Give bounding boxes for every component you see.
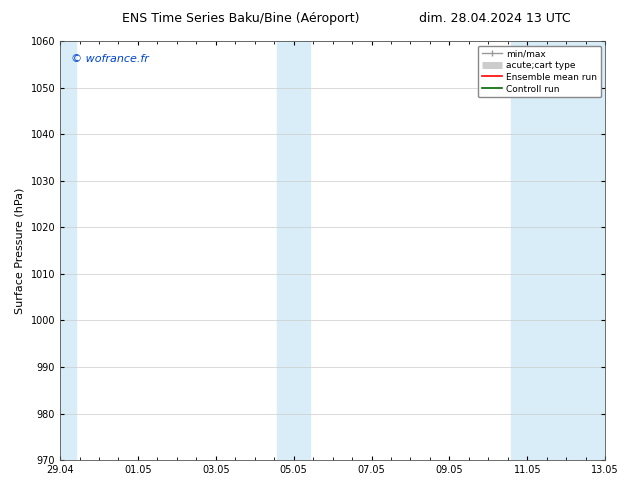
- Text: ENS Time Series Baku/Bine (Aéroport): ENS Time Series Baku/Bine (Aéroport): [122, 12, 359, 25]
- Text: © wofrance.fr: © wofrance.fr: [71, 53, 149, 64]
- Bar: [60, 41, 76, 460]
- Legend: min/max, acute;cart type, Ensemble mean run, Controll run: min/max, acute;cart type, Ensemble mean …: [478, 46, 600, 98]
- Bar: [511, 41, 605, 460]
- Text: dim. 28.04.2024 13 UTC: dim. 28.04.2024 13 UTC: [418, 12, 571, 25]
- Bar: [277, 41, 310, 460]
- Y-axis label: Surface Pressure (hPa): Surface Pressure (hPa): [15, 187, 25, 314]
